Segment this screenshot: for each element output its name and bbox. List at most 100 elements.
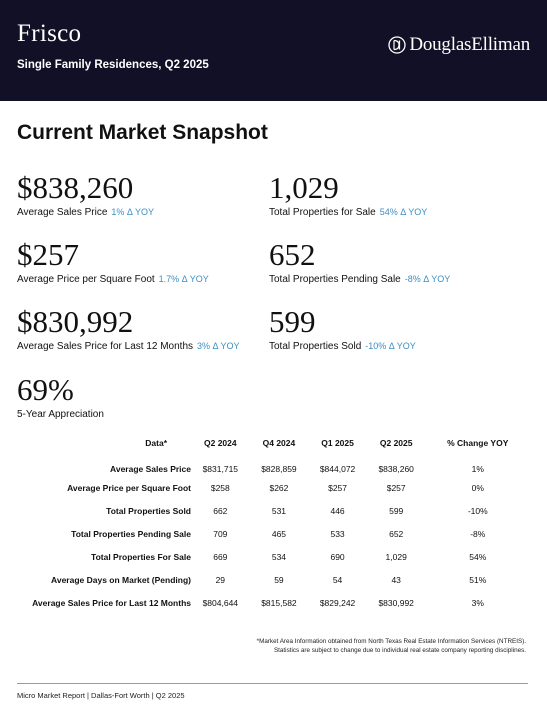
table-row: Total Properties For Sale 669 534 690 1,…: [10, 545, 530, 568]
stat-label: Average Sales Price 1% Δ YOY: [17, 207, 154, 218]
city-title: Frisco: [17, 20, 82, 47]
row-label: Average Sales Price: [110, 464, 191, 474]
stat-label-text: Average Sales Price: [17, 207, 108, 218]
stat-change: 1% Δ YOY: [111, 207, 154, 217]
table-cell: 0%: [471, 482, 484, 493]
stat-properties-pending: 652 Total Properties Pending Sale -8% Δ Y…: [269, 237, 450, 286]
stat-properties-for-sale: 1,029 Total Properties for Sale 54% Δ YOY: [269, 170, 427, 219]
stat-value: $838,260: [17, 170, 134, 205]
table-cell: 1%: [471, 464, 484, 474]
brand-logo: DouglasElliman: [388, 34, 530, 56]
report-header: Frisco Single Family Residences, Q2 2025…: [0, 0, 547, 101]
table-cell: $804,644: [202, 597, 239, 608]
table-cell: 709: [213, 528, 228, 539]
table-cell: -8%: [470, 528, 486, 539]
table-cell: $838,260: [378, 464, 414, 474]
column-header: Q1 2025: [321, 438, 354, 448]
stat-value: 69%: [17, 372, 74, 407]
stat-label-text: Average Price per Square Foot: [17, 274, 155, 285]
table-cell: 662: [213, 505, 228, 516]
table-cell: 669: [213, 551, 228, 562]
stat-value: $257: [17, 237, 79, 272]
table-cell: $815,582: [261, 597, 297, 608]
section-title: Current Market Snapshot: [17, 121, 268, 144]
stat-label: Total Properties Sold -10% Δ YOY: [269, 341, 416, 352]
stat-value: 599: [269, 304, 316, 339]
stat-change: -10% Δ YOY: [365, 341, 416, 351]
row-label: Average Days on Market (Pending): [51, 574, 191, 585]
table-cell: 534: [271, 551, 287, 562]
column-header: % Change YOY: [447, 438, 509, 448]
stat-properties-sold: 599 Total Properties Sold -10% Δ YOY: [269, 304, 416, 353]
table-cell: $258: [210, 482, 230, 493]
brand-name: DouglasElliman: [409, 34, 530, 55]
stat-value: $830,992: [17, 304, 134, 339]
stat-change: 54% Δ YOY: [379, 207, 428, 217]
table-cell: 54: [332, 574, 343, 585]
stat-change: 3% Δ YOY: [197, 341, 240, 351]
table-row: Average Sales Price for Last 12 Months $…: [10, 591, 530, 614]
table-row: Average Sales Price $831,715 $828,859 $8…: [10, 453, 530, 476]
row-label: Average Sales Price for Last 12 Months: [32, 597, 191, 608]
table-header-row: Data* Q2 2024 Q4 2024 Q1 2025 Q2 2025 % …: [10, 433, 530, 453]
table-cell: $257: [386, 482, 406, 493]
stat-label-text: Average Sales Price for Last 12 Months: [17, 341, 194, 352]
market-data-table: Data* Q2 2024 Q4 2024 Q1 2025 Q2 2025 % …: [10, 433, 530, 614]
stat-label-text: Total Properties Pending Sale: [269, 274, 401, 285]
table-cell: 599: [389, 505, 404, 516]
footnote-line: *Market Area Information obtained from N…: [256, 638, 526, 645]
footnote-line: Statistics are subject to change due to …: [273, 647, 526, 654]
table-cell: 531: [271, 505, 287, 516]
table-row: Average Days on Market (Pending) 29 59 5…: [10, 568, 530, 591]
table-cell: $844,072: [319, 464, 356, 474]
stat-label-text: Total Properties Sold: [269, 341, 362, 352]
table-cell: 43: [391, 574, 401, 585]
stat-five-year-appreciation: 69% 5-Year Appreciation: [17, 372, 104, 421]
stat-value: 652: [269, 237, 316, 272]
table-row: Total Properties Sold 662 531 446 599 -1…: [10, 499, 530, 522]
stat-label: 5-Year Appreciation: [17, 409, 104, 420]
footnote: *Market Area Information obtained from N…: [257, 637, 526, 655]
column-header: Q2 2024: [204, 438, 237, 448]
table-cell: 54%: [469, 551, 487, 562]
table-cell: $262: [269, 482, 289, 493]
stat-label: Total Properties for Sale 54% Δ YOY: [269, 207, 427, 218]
column-header: Q4 2024: [262, 438, 296, 448]
table-row: Total Properties Pending Sale 709 465 53…: [10, 522, 530, 545]
table-cell: $830,992: [378, 597, 414, 608]
stat-average-price-per-sqft: $257 Average Price per Square Foot 1.7% Δ…: [17, 237, 209, 286]
row-label: Total Properties Sold: [106, 505, 191, 516]
footer-divider: [17, 683, 528, 684]
stat-label-text: 5-Year Appreciation: [17, 409, 104, 420]
row-label: Total Properties For Sale: [91, 551, 191, 562]
table-cell: -10%: [467, 505, 488, 516]
stat-change: 1.7% Δ YOY: [158, 274, 209, 284]
stat-average-sales-price: $838,260 Average Sales Price 1% Δ YOY: [17, 170, 154, 219]
table-cell: 652: [389, 528, 404, 539]
report-subtitle: Single Family Residences, Q2 2025: [17, 59, 209, 71]
table-cell: 1,029: [385, 551, 407, 562]
table-row: Average Price per Square Foot $258 $262 …: [10, 476, 530, 499]
table-cell: 533: [330, 528, 345, 539]
table-cell: $829,242: [319, 597, 356, 608]
table-cell: 29: [215, 574, 226, 585]
table-cell: 59: [274, 574, 284, 585]
table-cell: 465: [271, 528, 287, 539]
table-cell: 446: [330, 505, 345, 516]
stat-label-text: Total Properties for Sale: [269, 207, 376, 218]
page-footer: Micro Market Report | Dallas-Fort Worth …: [17, 691, 185, 700]
column-header: Q2 2025: [379, 438, 413, 448]
stat-label: Total Properties Pending Sale -8% Δ YOY: [269, 274, 450, 285]
stat-average-sales-price-12mo: $830,992 Average Sales Price for Last 12…: [17, 304, 240, 353]
column-header: Data*: [145, 438, 167, 448]
row-label: Average Price per Square Foot: [67, 482, 191, 493]
table-cell: $257: [328, 482, 348, 493]
stat-change: -8% Δ YOY: [404, 274, 451, 284]
stat-label: Average Price per Square Foot 1.7% Δ YOY: [17, 274, 209, 285]
row-label: Total Properties Pending Sale: [71, 528, 191, 539]
table-cell: 51%: [469, 574, 487, 585]
stat-value: 1,029: [269, 170, 339, 205]
douglas-elliman-emblem-icon: [388, 36, 406, 54]
table-cell: $828,859: [261, 464, 297, 474]
table-cell: 3%: [471, 597, 484, 608]
